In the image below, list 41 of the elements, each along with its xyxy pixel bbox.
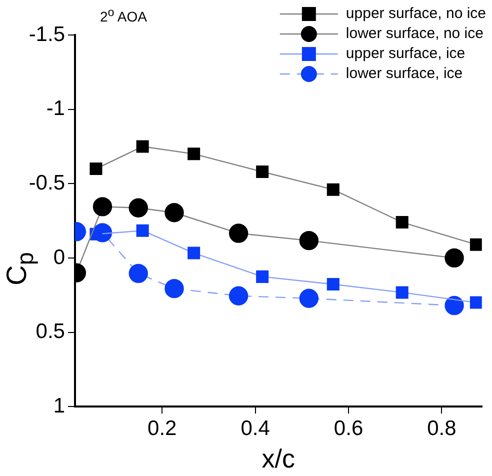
point xyxy=(136,140,149,153)
x-axis-title: x/c xyxy=(262,444,296,474)
point xyxy=(228,224,248,243)
x-tick-label: 0.2 xyxy=(148,416,177,440)
point xyxy=(299,230,319,250)
x-tick-label: 0.4 xyxy=(240,416,270,440)
point xyxy=(164,278,184,298)
legend-label: lower surface, ice xyxy=(346,65,463,82)
y-tick-label: -1.5 xyxy=(28,22,65,46)
legend-label: upper surface, no ice xyxy=(346,5,486,22)
legend-label: upper surface, ice xyxy=(346,45,466,62)
point xyxy=(188,246,200,260)
point xyxy=(326,278,340,291)
point xyxy=(164,203,184,222)
point xyxy=(188,148,200,160)
y-tick-label: 0.5 xyxy=(36,320,65,344)
x-tick-label: 0.6 xyxy=(334,416,364,440)
point xyxy=(90,162,102,176)
point xyxy=(136,224,149,237)
point xyxy=(444,296,464,316)
point xyxy=(128,198,148,218)
point xyxy=(256,165,269,178)
y-tick-label: 1 xyxy=(53,394,65,418)
point xyxy=(256,270,269,283)
x-tick-label: 0.8 xyxy=(427,416,456,440)
point xyxy=(128,264,148,284)
point xyxy=(92,197,112,216)
point xyxy=(396,216,408,229)
point xyxy=(396,286,408,299)
y-tick-label: -1 xyxy=(46,97,65,120)
chart-title: 2$^{o}$ AOA xyxy=(100,6,147,25)
point xyxy=(299,288,319,308)
point xyxy=(228,286,248,306)
point xyxy=(470,238,482,251)
y-tick-label: 0 xyxy=(53,246,65,269)
y-tick-label: -0.5 xyxy=(28,171,65,194)
point xyxy=(326,183,340,196)
legend-label: lower surface, no ice xyxy=(346,25,484,42)
point xyxy=(90,228,102,240)
point xyxy=(444,248,464,268)
point xyxy=(470,296,482,309)
